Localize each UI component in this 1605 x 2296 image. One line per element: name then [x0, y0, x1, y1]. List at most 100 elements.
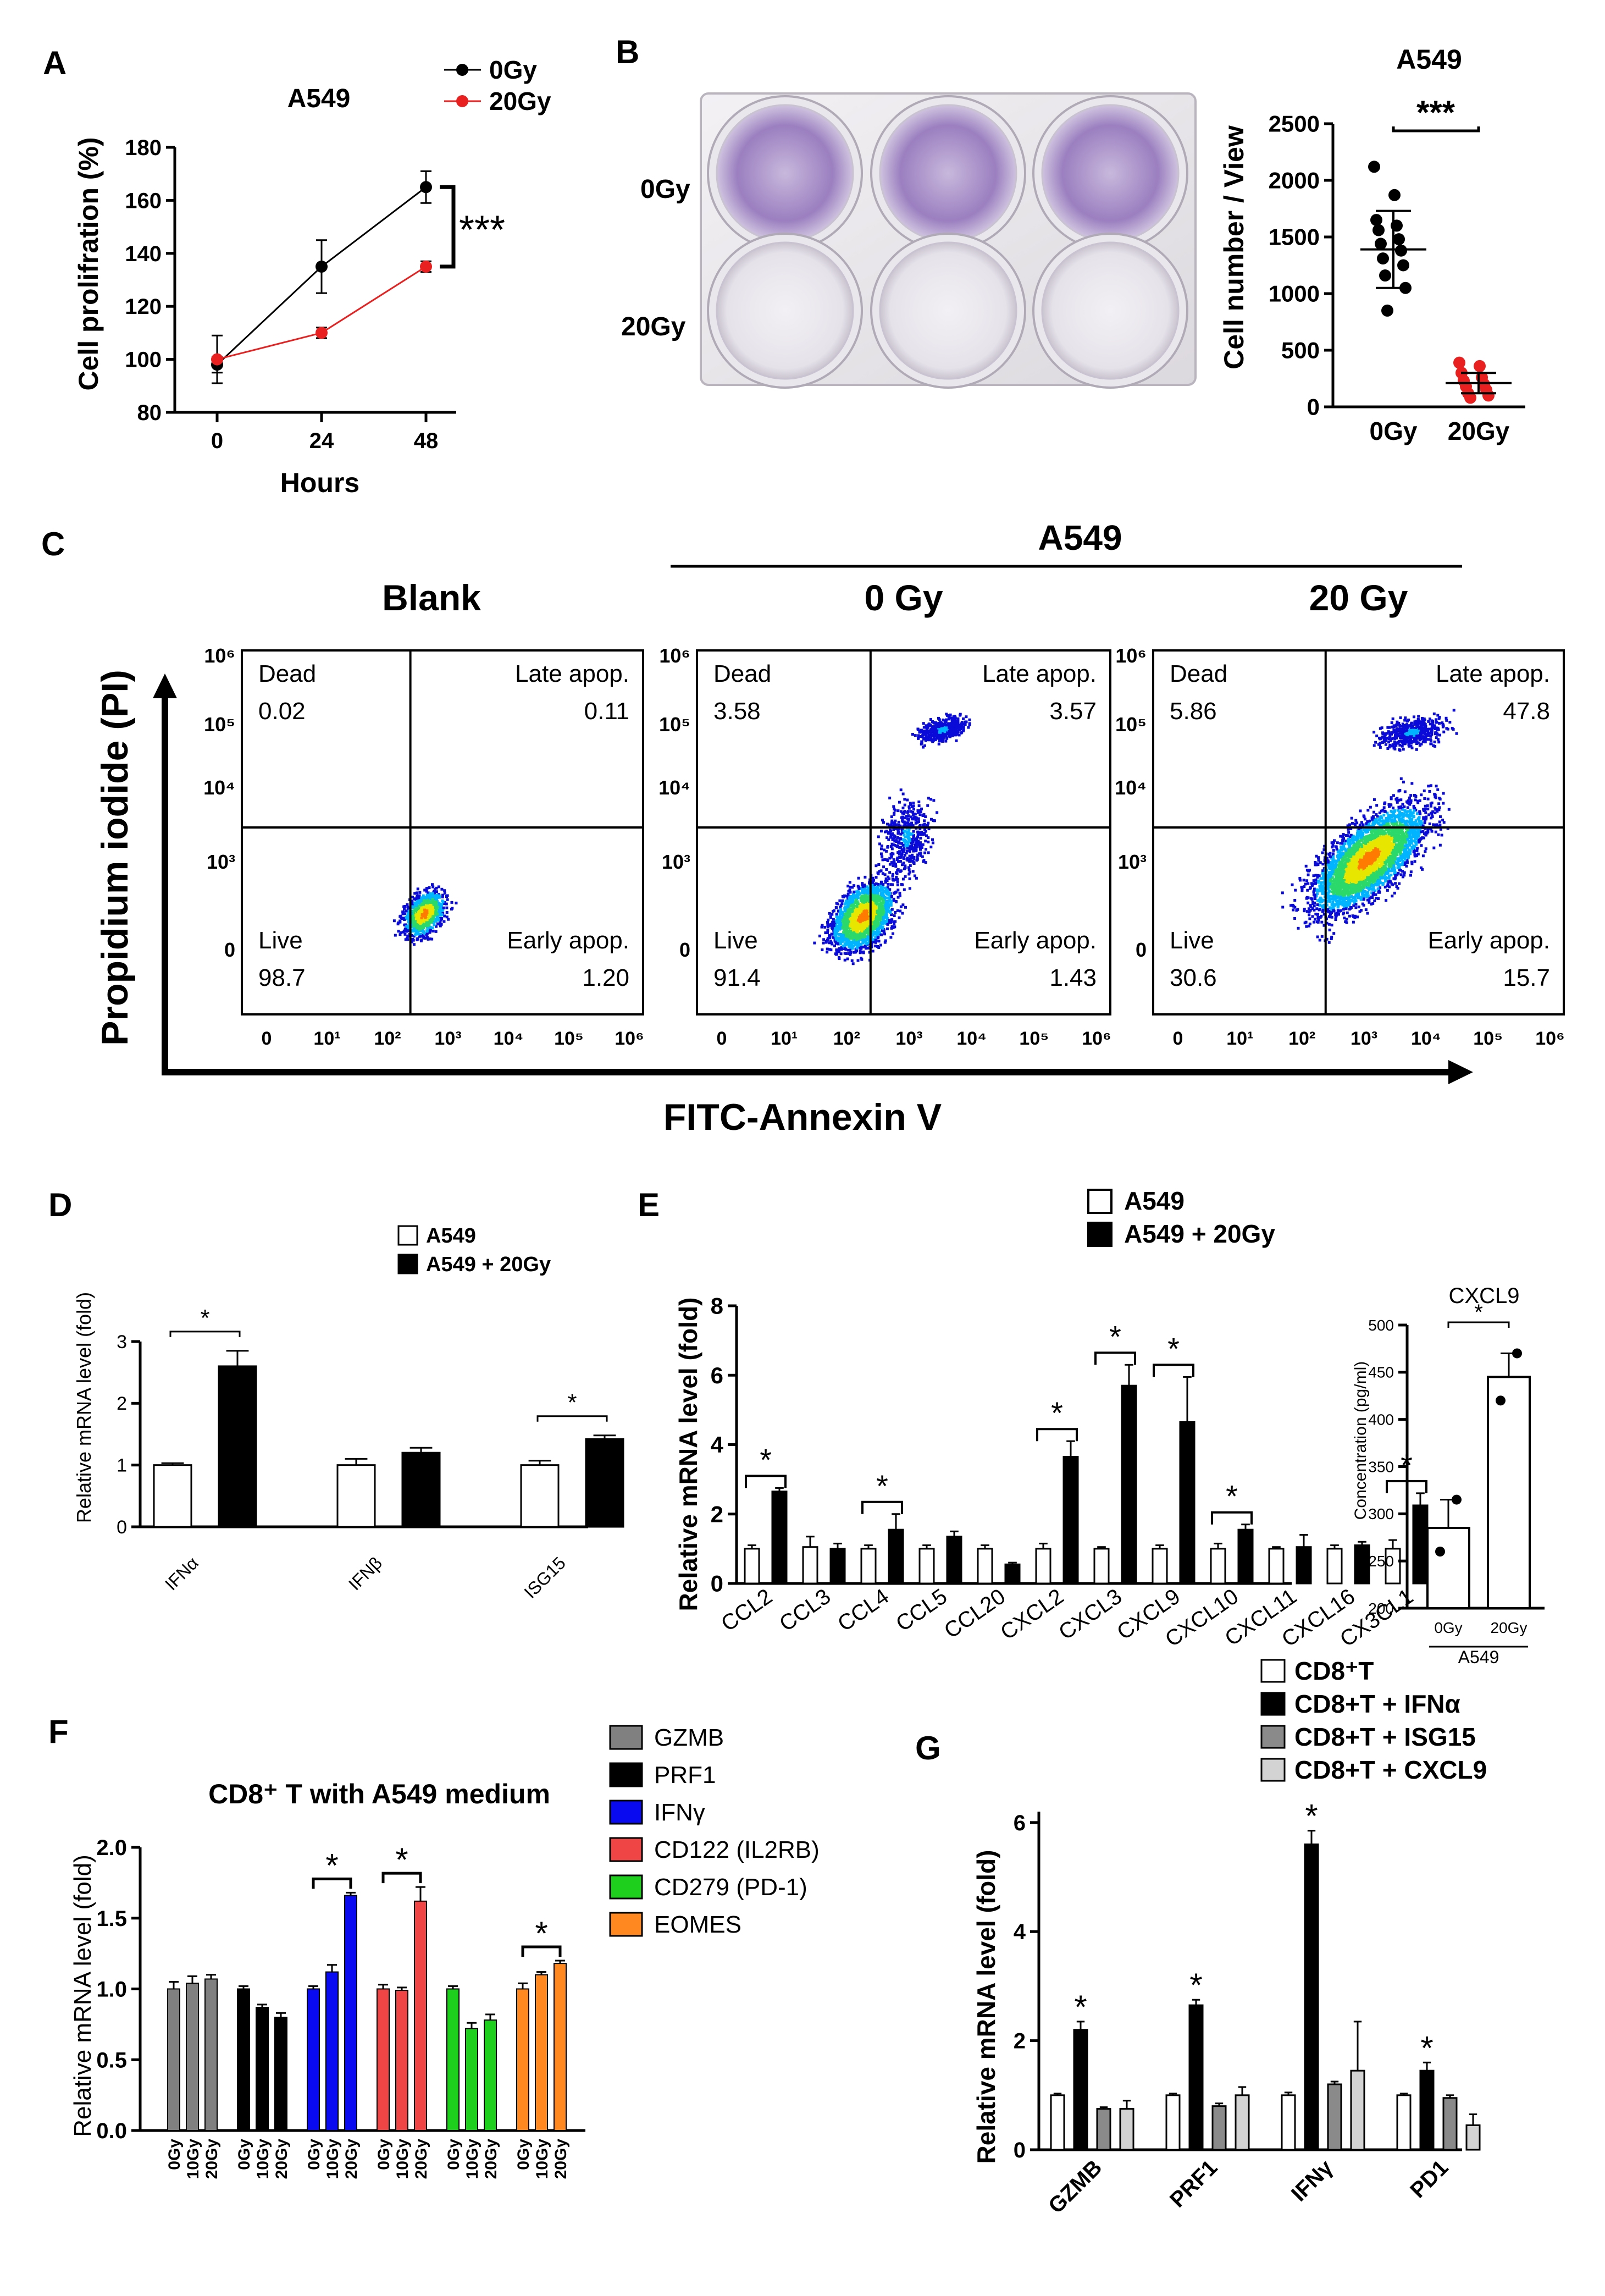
- y-axis-label: Cell number / View: [1219, 125, 1249, 369]
- event-dot: [862, 936, 865, 939]
- event-dot: [399, 915, 402, 918]
- quadrant-value: 0.02: [258, 698, 306, 725]
- event-dot: [893, 860, 896, 863]
- event-dot: [1323, 845, 1326, 848]
- event-dot: [849, 904, 853, 907]
- event-dot: [846, 948, 850, 952]
- event-dot: [948, 726, 951, 729]
- event-dot: [871, 902, 874, 905]
- x-tick-label: 10²: [833, 1028, 860, 1049]
- event-dot: [887, 882, 890, 886]
- event-dot: [905, 815, 908, 818]
- event-dot: [415, 931, 418, 934]
- event-dot: [839, 941, 842, 945]
- y-tick-label: 10⁴: [203, 776, 235, 799]
- event-dot: [846, 892, 850, 896]
- event-dot: [832, 936, 835, 939]
- event-dot: [1386, 812, 1389, 815]
- event-dot: [838, 914, 842, 918]
- event-dot: [846, 957, 849, 961]
- event-dot: [1300, 886, 1303, 889]
- event-dot: [427, 901, 430, 904]
- event-dot: [866, 931, 870, 935]
- event-dot: [860, 887, 864, 890]
- event-dot: [959, 727, 962, 731]
- event-dot: [855, 941, 859, 944]
- event-dot: [904, 835, 907, 838]
- event-dot: [427, 906, 430, 909]
- event-dot: [418, 902, 421, 905]
- event-dot: [1432, 846, 1436, 849]
- event-dot: [885, 858, 889, 862]
- event-dot: [862, 907, 865, 910]
- event-dot: [931, 838, 934, 841]
- event-dot: [1369, 819, 1372, 823]
- event-dot: [417, 896, 420, 899]
- event-dot: [876, 924, 879, 927]
- event-dot: [866, 914, 870, 918]
- event-dot: [876, 922, 879, 925]
- data-point: [1370, 214, 1382, 227]
- event-dot: [876, 915, 879, 919]
- event-dot: [417, 931, 420, 934]
- event-dot: [872, 917, 875, 920]
- event-dot: [899, 905, 903, 908]
- event-dot: [895, 900, 898, 903]
- event-dot: [896, 877, 899, 881]
- event-dot: [846, 917, 850, 920]
- event-dot: [844, 924, 847, 927]
- event-dot: [937, 716, 940, 720]
- event-dot: [889, 829, 893, 832]
- event-dot: [406, 929, 409, 932]
- event-dot: [878, 932, 882, 936]
- data-point: [1388, 189, 1401, 201]
- event-dot: [914, 813, 917, 816]
- event-dot: [439, 906, 442, 909]
- event-dot: [881, 886, 884, 889]
- event-dot: [418, 894, 421, 897]
- event-dot: [903, 840, 906, 843]
- event-dot: [1281, 891, 1284, 895]
- event-dot: [872, 919, 875, 923]
- event-dot: [1342, 833, 1345, 836]
- event-dot: [842, 895, 845, 898]
- event-dot: [893, 834, 896, 837]
- event-dot: [883, 899, 887, 903]
- quadrant-label: Live: [258, 927, 303, 954]
- event-dot: [883, 896, 887, 899]
- event-dot: [900, 863, 904, 866]
- event-dot: [854, 941, 857, 945]
- event-dot: [929, 718, 932, 721]
- x-tick-label: 10⁴: [494, 1028, 524, 1049]
- event-dot: [901, 838, 905, 841]
- event-dot: [924, 840, 927, 843]
- event-dot: [1403, 805, 1406, 808]
- event-dot: [850, 945, 854, 948]
- quadrant-label: Early apop.: [507, 927, 629, 954]
- event-dot: [860, 912, 863, 915]
- event-dot: [925, 735, 928, 738]
- event-dot: [826, 921, 829, 924]
- event-dot: [908, 860, 911, 863]
- event-dot: [1392, 856, 1395, 859]
- event-dot: [835, 939, 838, 942]
- event-dot: [875, 925, 878, 928]
- event-dot: [872, 902, 876, 906]
- event-dot: [428, 923, 431, 926]
- event-dot: [944, 726, 947, 729]
- event-dot: [1398, 818, 1402, 821]
- event-dot: [414, 908, 417, 911]
- event-dot: [929, 818, 933, 821]
- y-tick-label: 160: [125, 189, 162, 213]
- event-dot: [424, 916, 427, 919]
- event-dot: [920, 846, 923, 849]
- event-dot: [859, 937, 862, 940]
- event-dot: [860, 951, 864, 954]
- event-dot: [1305, 879, 1309, 882]
- event-dot: [844, 915, 848, 919]
- event-dot: [922, 733, 926, 736]
- event-dot: [882, 931, 885, 934]
- event-dot: [854, 935, 857, 939]
- event-dot: [1420, 793, 1423, 797]
- event-dot: [919, 854, 922, 857]
